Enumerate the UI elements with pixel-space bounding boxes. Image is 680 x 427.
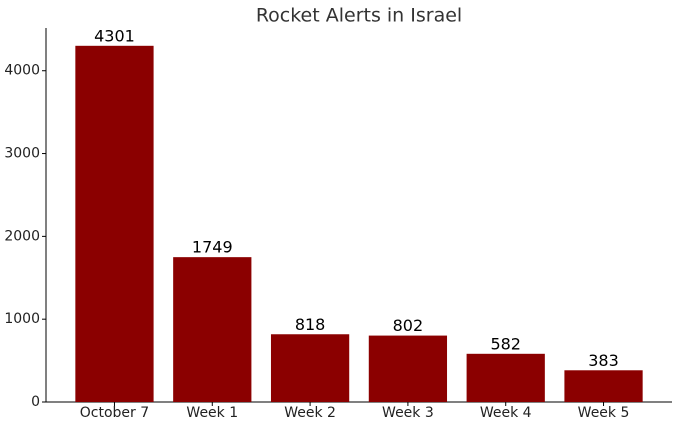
- bar: [466, 353, 545, 402]
- bar: [75, 45, 154, 403]
- x-tick-label: Week 2: [284, 405, 336, 421]
- bar: [564, 370, 643, 402]
- y-tick-label: 3000: [4, 146, 40, 162]
- x-tick-label: Week 5: [578, 405, 630, 421]
- x-tick-label: October 7: [80, 405, 149, 421]
- y-tick-label: 2000: [4, 228, 40, 244]
- x-tick-label: Week 4: [480, 405, 532, 421]
- value-label: 802: [393, 316, 424, 335]
- y-tick-label: 4000: [4, 63, 40, 79]
- y-tick-label: 1000: [4, 311, 40, 327]
- value-label: 1749: [192, 238, 233, 257]
- value-label: 383: [588, 351, 619, 370]
- x-tick-label: Week 3: [382, 405, 434, 421]
- bar: [173, 257, 252, 402]
- bar: [368, 335, 448, 402]
- value-label: 582: [490, 334, 521, 353]
- bar: [270, 334, 350, 402]
- value-label: 818: [295, 315, 326, 334]
- value-label: 4301: [94, 26, 135, 45]
- x-tick-label: Week 1: [186, 405, 238, 421]
- chart-title: Rocket Alerts in Israel: [256, 5, 462, 27]
- y-tick-label: 0: [31, 394, 40, 410]
